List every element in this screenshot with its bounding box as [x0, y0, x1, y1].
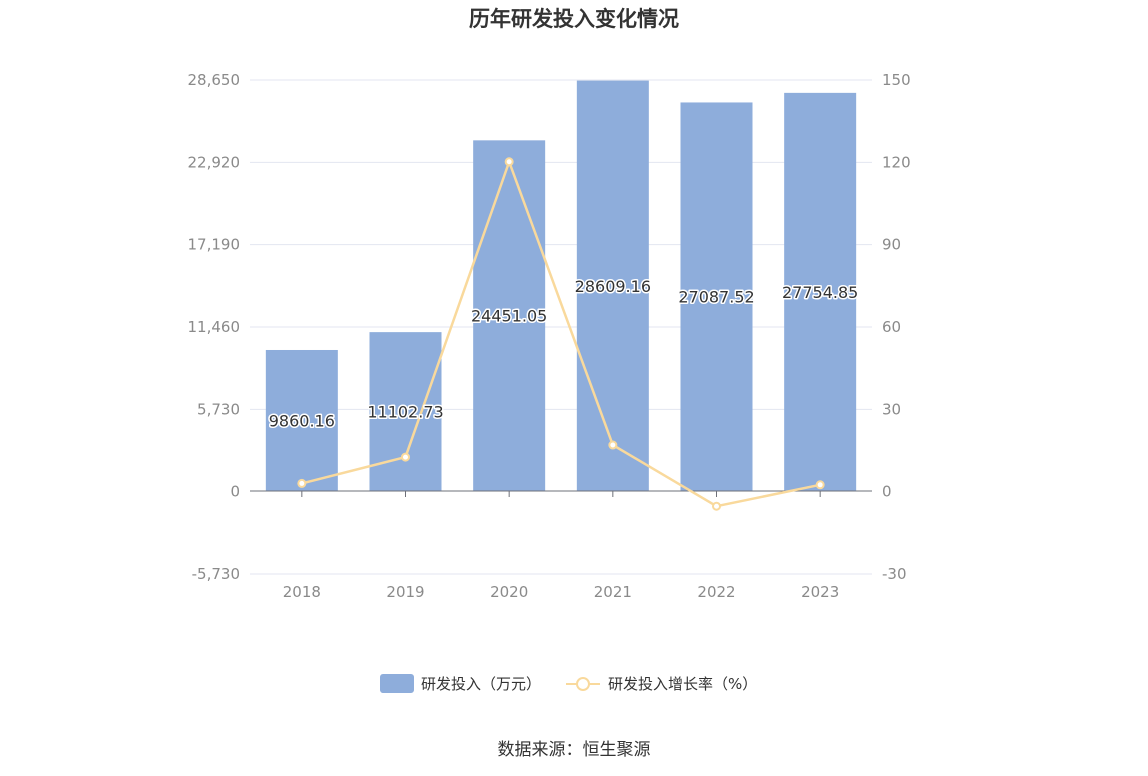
y-right-tick-label: 30 [882, 400, 901, 418]
grid-layer: -5,730 0 5,730 11,460 17,190 22,920 28,650 -30 0… [188, 71, 911, 583]
y-left-tick-label: 5,730 [197, 400, 240, 418]
bar-value-label: 11102.73 [367, 403, 443, 422]
bar[interactable] [576, 80, 649, 491]
x-tick-label: 2023 [801, 583, 839, 601]
y-right-tick-label: 120 [882, 153, 911, 171]
x-tick-label: 2021 [594, 583, 632, 601]
y-right-tick-label: 150 [882, 71, 911, 89]
bar[interactable] [680, 102, 753, 491]
y-left-tick-label: 28,650 [188, 71, 241, 89]
bar-series [265, 80, 857, 492]
legend-bar-swatch [380, 674, 414, 693]
y-left-tick-label: 11,460 [188, 318, 241, 336]
legend-bar-label: 研发投入（万元） [421, 675, 541, 693]
line-point[interactable] [815, 480, 825, 490]
y-right-tick-label: 60 [882, 318, 901, 336]
x-tick-label: 2022 [697, 583, 735, 601]
line-series [297, 157, 825, 511]
y-right-tick-label: 90 [882, 236, 901, 254]
bar-value-label: 9860.16 [269, 411, 335, 430]
data-labels: 9860.16 11102.73 24451.05 28609.16 27087.52 2… [267, 275, 860, 432]
bar[interactable] [473, 140, 546, 491]
line-point[interactable] [401, 452, 410, 462]
axis-layer: 2018 2019 2020 2021 2022 2023 [250, 490, 872, 601]
x-tick-label: 2018 [283, 583, 321, 601]
y-left-tick-label: 22,920 [188, 153, 241, 171]
bar-value-label: 24451.05 [471, 307, 547, 326]
y-left-tick-label: 17,190 [188, 236, 241, 254]
y-right-tick-label: -30 [882, 565, 907, 583]
y-right-tick-label: 0 [882, 483, 892, 501]
growth-line [301, 160, 821, 508]
chart-title: 历年研发投入变化情况 [469, 7, 679, 31]
line-point[interactable] [297, 478, 307, 488]
bar-value-label: 27087.52 [678, 288, 754, 307]
x-tick-label: 2020 [490, 583, 528, 601]
bar[interactable] [784, 92, 857, 492]
y-left-tick-label: -5,730 [192, 565, 240, 583]
legend[interactable]: 研发投入（万元） 研发投入增长率（%） [380, 674, 757, 693]
x-tick-label: 2019 [386, 583, 424, 601]
line-point[interactable] [608, 440, 618, 450]
line-point[interactable] [712, 501, 721, 511]
legend-line-marker [576, 677, 590, 691]
bar[interactable] [369, 332, 442, 491]
legend-line-label: 研发投入增长率（%） [608, 675, 757, 693]
y-left-tick-label: 0 [230, 483, 240, 501]
line-point[interactable] [504, 157, 514, 167]
source-note: 数据来源：恒生聚源 [498, 740, 651, 760]
bar-value-label: 28609.16 [575, 277, 651, 296]
bar-value-label: 27754.85 [782, 283, 858, 302]
bar[interactable] [265, 349, 338, 491]
